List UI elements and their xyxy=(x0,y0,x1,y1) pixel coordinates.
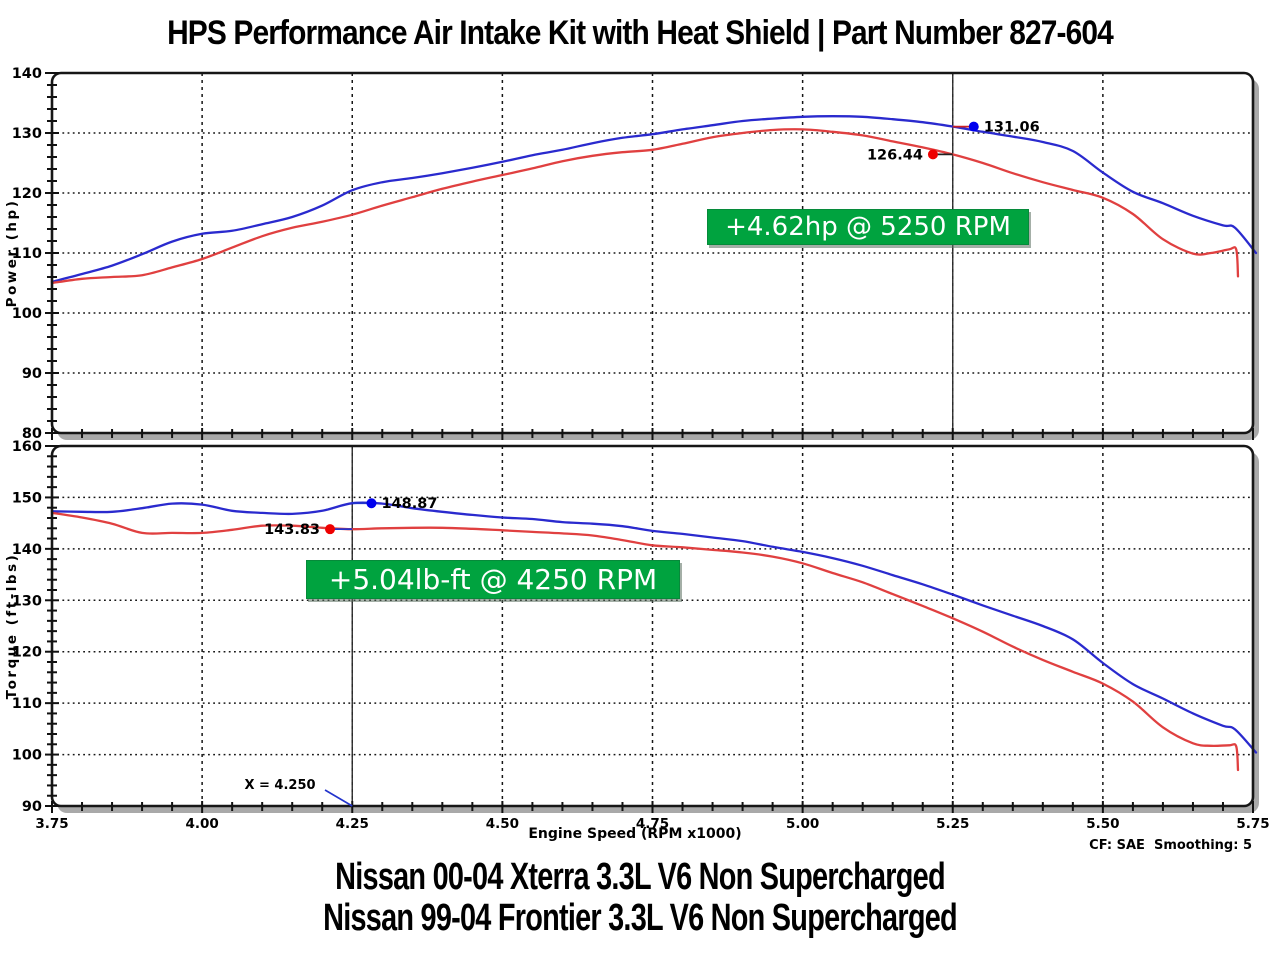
power-chart: 80 90 100 110 120 130 140 Power (hp) 131.06 126.4… xyxy=(4,66,1259,442)
x-tick-label: 4.25 xyxy=(336,816,369,832)
y-tick-label: 90 xyxy=(22,366,42,382)
marker-dot xyxy=(927,149,938,160)
x-tick-label: 5.50 xyxy=(1086,816,1119,832)
y-tick-label: 120 xyxy=(12,186,42,202)
y-tick-label: 100 xyxy=(12,748,42,764)
y-tick-label: 110 xyxy=(12,246,42,262)
cursor-x-label: X = 4.250 xyxy=(244,778,316,793)
marker-dot xyxy=(968,121,979,132)
y-tick-label: 160 xyxy=(12,439,42,455)
marker-value-label: 143.83 xyxy=(264,522,320,538)
y-tick-label: 130 xyxy=(12,126,42,142)
y-tick-label: 130 xyxy=(12,593,42,609)
y-tick-label: 90 xyxy=(22,799,42,815)
marker-value-label: 126.44 xyxy=(867,147,923,163)
page-title: HPS Performance Air Intake Kit with Heat… xyxy=(167,14,1114,52)
y-tick-label: 120 xyxy=(12,645,42,661)
vehicle-fitment-line-2: Nissan 99-04 Frontier 3.3L V6 Non Superc… xyxy=(323,897,958,939)
x-tick-label: 4.00 xyxy=(185,816,218,832)
y-tick-label: 140 xyxy=(12,66,42,82)
marker-value-label: 131.06 xyxy=(984,120,1040,136)
x-axis-title: Engine Speed (RPM x1000) xyxy=(528,826,742,842)
power-gain-badge: +4.62hp @ 5250 RPM xyxy=(707,209,1029,245)
marker-dot xyxy=(325,524,336,535)
y-tick-label: 110 xyxy=(12,696,42,712)
y-tick-label: 100 xyxy=(12,306,42,322)
x-tick-label: 4.75 xyxy=(636,816,669,832)
cursor-label-leader-line xyxy=(324,789,353,807)
plot-background xyxy=(52,446,1253,806)
torque-chart: 90 100 110 120 130 140 150 160 Torque (ft-lbs) 14… xyxy=(4,439,1259,815)
x-tick-label: 4.50 xyxy=(486,816,519,832)
curve-red-series xyxy=(50,511,1240,772)
x-tick-label: 5.25 xyxy=(936,816,969,832)
torque-axis-title: Torque (ft-lbs) xyxy=(4,553,20,700)
marker-dot xyxy=(366,498,377,509)
x-tick-label: 5.75 xyxy=(1236,816,1269,832)
x-tick-label: 3.75 xyxy=(35,816,68,832)
x-tick-label: 5.00 xyxy=(786,816,819,832)
torque-gain-badge: +5.04lb-ft @ 4250 RPM xyxy=(306,560,680,599)
marker-value-label: 148.87 xyxy=(381,496,437,512)
vehicle-fitment-line-1: Nissan 00-04 Xterra 3.3L V6 Non Supercha… xyxy=(335,856,945,898)
curve-red-series xyxy=(50,128,1240,285)
curve-blue-series xyxy=(50,115,1258,283)
y-tick-label: 140 xyxy=(12,542,42,558)
y-tick-label: 150 xyxy=(12,490,42,506)
power-axis-title: Power (hp) xyxy=(4,199,20,308)
y-tick-label: 80 xyxy=(22,426,42,442)
curve-blue-series xyxy=(50,501,1258,754)
correction-smoothing-note: CF: SAE Smoothing: 5 xyxy=(1089,838,1252,853)
